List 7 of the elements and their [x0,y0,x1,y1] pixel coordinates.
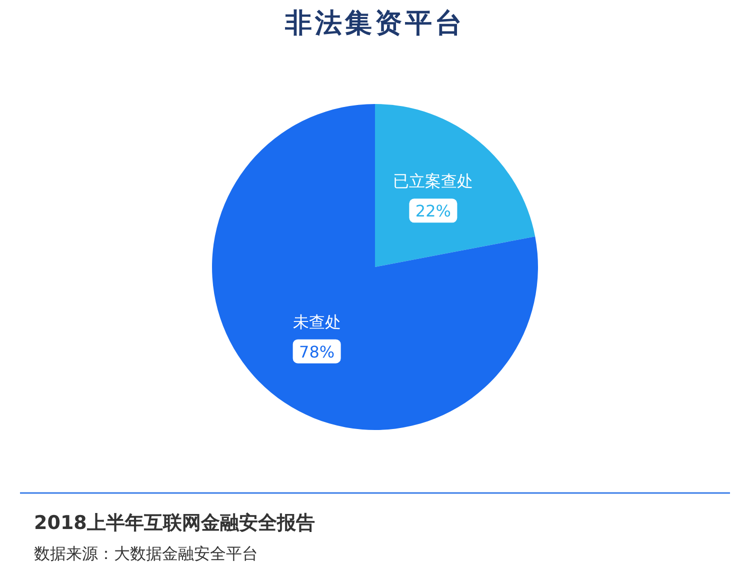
chart-title: 非法集资平台 [284,8,465,39]
slice-label: 已立案查处 [393,172,474,191]
slice-label: 未查处 [292,312,341,332]
source-note: 数据来源：大数据金融安全平台 [34,544,258,563]
data-label: 22% [415,202,451,221]
text: 2018上半年互联网金融安全报告 [34,512,315,534]
data-label: 78% [299,342,335,362]
